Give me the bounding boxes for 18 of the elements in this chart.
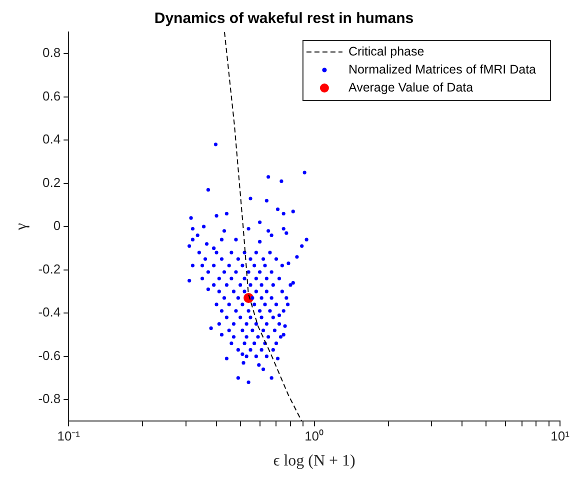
x-tick-label: 10⁻¹ <box>57 428 81 444</box>
y-tick-label: -0.6 <box>38 348 61 363</box>
y-tick-label: -0.4 <box>38 304 61 320</box>
y-tick-label: -0.2 <box>38 261 61 276</box>
y-tick-label: 0.6 <box>42 88 61 104</box>
y-tick-label: 0 <box>53 218 61 234</box>
legend-label: Average Value of Data <box>348 80 474 94</box>
y-tick-label: 0.2 <box>42 174 61 190</box>
legend-label: Normalized Matrices of fMRI Data <box>348 62 536 76</box>
y-axis-title: γ <box>12 223 30 232</box>
legend-label: Critical phase <box>348 44 424 58</box>
y-tick-label: 0.4 <box>42 132 61 147</box>
x-tick-label: 10⁰ <box>304 428 324 444</box>
y-tick-label: 0.8 <box>42 45 61 60</box>
x-axis-title: ϵ log (N + 1) <box>273 452 356 470</box>
chart-title: Dynamics of wakeful rest in humans <box>154 10 414 28</box>
x-tick-label: 10¹ <box>550 428 570 444</box>
y-tick-label: -0.8 <box>38 391 61 406</box>
